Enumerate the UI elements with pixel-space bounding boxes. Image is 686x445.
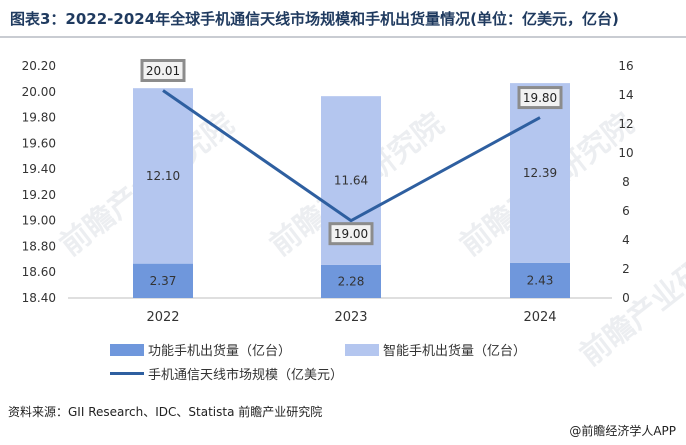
bar-label-feature-phone: 2.43	[527, 273, 554, 287]
y-left-tick-label: 20.00	[22, 85, 56, 99]
legend-feature-phone: 功能手机出货量（亿台）	[110, 340, 291, 359]
x-tick-label: 2023	[334, 310, 367, 325]
y-left-tick-label: 18.80	[22, 239, 56, 253]
line-value-label: 19.00	[334, 227, 368, 241]
y-left-tick-label: 19.60	[22, 136, 56, 150]
legend-label-smart-phone: 智能手机出货量（亿台）	[383, 344, 527, 359]
bar-feature-phone	[510, 262, 570, 298]
legend-swatch-feature-phone	[110, 343, 144, 356]
y-right-tick-label: 16	[618, 59, 633, 73]
title-divider	[0, 36, 686, 38]
line-value-label: 19.80	[523, 91, 557, 105]
y-right-tick-label: 6	[622, 204, 630, 218]
line-value-box	[328, 222, 374, 246]
y-right-tick-label: 0	[622, 291, 630, 305]
y-right-tick-label: 12	[618, 117, 633, 131]
bar-feature-phone	[321, 264, 381, 298]
y-left-tick-label: 20.20	[22, 59, 56, 73]
bar-label-smart-phone: 12.10	[146, 169, 180, 183]
bar-label-smart-phone: 11.64	[334, 174, 368, 188]
y-left-tick-label: 19.80	[22, 111, 56, 125]
y-left-tick-label: 19.20	[22, 188, 56, 202]
bar-label-smart-phone: 12.39	[523, 166, 557, 180]
bar-smart-phone	[133, 88, 193, 264]
legend-label-market-size: 手机通信天线市场规模（亿美元）	[148, 368, 344, 383]
y-right-tick-label: 4	[622, 233, 630, 247]
legend-label-feature-phone: 功能手机出货量（亿台）	[148, 344, 292, 359]
y-left-tick-label: 19.00	[22, 214, 56, 228]
legend-market-size: 手机通信天线市场规模（亿美元）	[110, 364, 343, 383]
y-right-tick-label: 10	[618, 146, 633, 160]
y-left-tick-label: 18.60	[22, 265, 56, 279]
line-value-box	[517, 86, 563, 110]
y-left-tick-label: 18.40	[22, 291, 56, 305]
line-value-label: 20.01	[146, 64, 180, 78]
bar-label-feature-phone: 2.28	[338, 274, 365, 288]
line-value-box	[140, 58, 186, 82]
legend-swatch-market-size	[110, 372, 144, 375]
footer-brand: @前瞻经济学人APP	[569, 424, 676, 438]
x-tick-label: 2024	[523, 310, 556, 325]
bar-feature-phone	[133, 263, 193, 298]
x-tick-label: 2022	[146, 310, 179, 325]
series-line-market-size	[162, 89, 541, 223]
bar-label-feature-phone: 2.37	[150, 274, 177, 288]
y-right-tick-label: 8	[622, 175, 630, 189]
bar-smart-phone	[510, 83, 570, 263]
y-right-tick-label: 14	[618, 88, 633, 102]
source-note: 资料来源：GII Research、IDC、Statista 前瞻产业研究院	[8, 405, 323, 419]
legend-smart-phone: 智能手机出货量（亿台）	[345, 340, 526, 359]
legend-swatch-smart-phone	[345, 343, 379, 356]
y-right-tick-label: 2	[622, 262, 630, 276]
y-left-tick-label: 19.40	[22, 162, 56, 176]
chart-title: 图表3：2022-2024年全球手机通信天线市场规模和手机出货量情况(单位：亿美…	[10, 10, 619, 28]
